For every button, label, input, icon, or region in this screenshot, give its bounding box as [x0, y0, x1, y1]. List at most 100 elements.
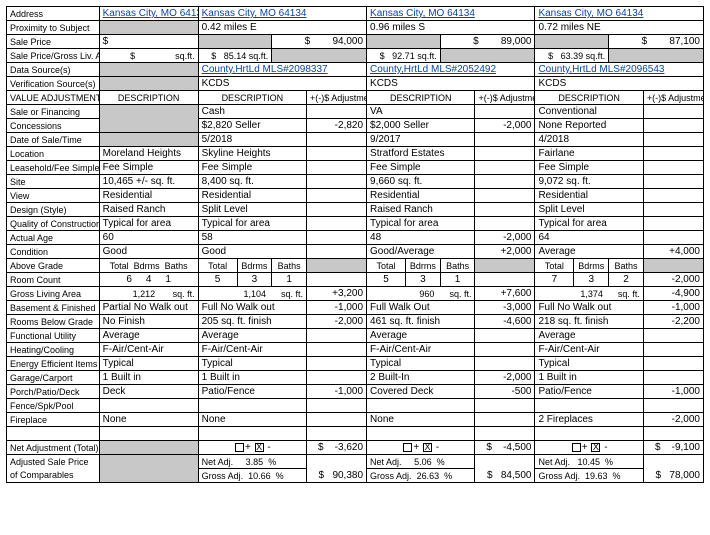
- s-energy: Typical: [99, 357, 198, 371]
- subject-saleprice: $: [99, 35, 198, 49]
- c3-quality: Typical for area: [535, 217, 643, 231]
- c3-porch-adj: -1,000: [643, 385, 703, 399]
- c2-t: Total: [367, 259, 406, 273]
- c2-loc: Stratford Estates: [367, 147, 475, 161]
- c1-func: Average: [198, 329, 306, 343]
- c3-garage: 1 Built in: [535, 371, 643, 385]
- c2-gla: 960 sq. ft.: [367, 287, 475, 301]
- c1-porch: Patio/Fence: [198, 385, 306, 399]
- c2-quality: Typical for area: [367, 217, 475, 231]
- c2-energy: Typical: [367, 357, 475, 371]
- label-conc: Concessions: [7, 119, 100, 133]
- c3-spgla-gray: [609, 49, 704, 63]
- s-tbh: Total Bdrms Baths: [99, 259, 198, 273]
- label-porch: Porch/Patio/Deck: [7, 385, 100, 399]
- c1-fin-adj: [307, 105, 367, 119]
- c1-site: 8,400 sq. ft.: [198, 175, 306, 189]
- c1-adjprice: $ 90,380: [307, 469, 367, 483]
- c2-age: 48: [367, 231, 475, 245]
- c1-view: Residential: [198, 189, 306, 203]
- c2-heat: F-Air/Cent-Air: [367, 343, 475, 357]
- c3-lh: Fee Simple: [535, 161, 643, 175]
- c3-ver: KCDS: [535, 77, 704, 91]
- c1-t: Total: [198, 259, 237, 273]
- c2-garage-adj: -2,000: [475, 371, 535, 385]
- c2-lh: Fee Simple: [367, 161, 475, 175]
- c1-rba: 1: [272, 273, 307, 287]
- c2-proximity: 0.96 miles S: [367, 21, 535, 35]
- c3-porch: Patio/Fence: [535, 385, 643, 399]
- c3-heat: F-Air/Cent-Air: [535, 343, 643, 357]
- label-room: Room Count: [7, 273, 100, 287]
- c3-cond-adj: +4,000: [643, 245, 703, 259]
- c2-porch-adj: -500: [475, 385, 535, 399]
- c2-net-total: $ -4,500: [475, 441, 535, 455]
- c3-gla-adj: -4,900: [643, 287, 703, 301]
- c2-rt: 5: [367, 273, 406, 287]
- c2-gla-adj: +7,600: [475, 287, 535, 301]
- c3-conc-adj: [643, 119, 703, 133]
- label-datasource: Data Source(s): [7, 63, 100, 77]
- c3-date-adj: [643, 133, 703, 147]
- c2-date: 9/2017: [367, 133, 475, 147]
- c2-date-adj: [475, 133, 535, 147]
- c2-address: Kansas City, MO 64134: [367, 7, 535, 21]
- label-quality: Quality of Construction: [7, 217, 100, 231]
- c3-fire: 2 Fireplaces: [535, 413, 643, 427]
- s-loc: Moreland Heights: [99, 147, 198, 161]
- c3-fin-adj: [643, 105, 703, 119]
- label-saleprice: Sale Price: [7, 35, 100, 49]
- c1-age: 58: [198, 231, 306, 245]
- subject-spgla: $ sq.ft.: [99, 49, 198, 63]
- c2-rb: 3: [405, 273, 440, 287]
- c3-loc: Fairlane: [535, 147, 643, 161]
- c1-conc: $2,820 Seller: [198, 119, 306, 133]
- label-age: Actual Age: [7, 231, 100, 245]
- c2-fire: None: [367, 413, 475, 427]
- label-heat: Heating/Cooling: [7, 343, 100, 357]
- c3-b: Bdrms: [574, 259, 609, 273]
- label-gla: Gross Living Area: [7, 287, 100, 301]
- c3-fence: [535, 399, 643, 413]
- c1-porch-adj: -1,000: [307, 385, 367, 399]
- c1-garage: 1 Built in: [198, 371, 306, 385]
- s-gla: 1,212 sq. ft.: [99, 287, 198, 301]
- label-above: Above Grade: [7, 259, 100, 273]
- label-spgla: Sale Price/Gross Liv. Area: [7, 49, 100, 63]
- c2-below: 461 sq. ft. finish: [367, 315, 475, 329]
- c1-sp-gray: [198, 35, 272, 49]
- c1-spgla: $ 85.14 sq.ft.: [198, 49, 272, 63]
- label-garage: Garage/Carport: [7, 371, 100, 385]
- subject-address: Kansas City, MO 64137: [99, 7, 198, 21]
- c2-ds: County,HrtLd MLS#2052492: [367, 63, 535, 77]
- label-below: Rooms Below Grade: [7, 315, 100, 329]
- c1-loc: Skyline Heights: [198, 147, 306, 161]
- c1-address: Kansas City, MO 64134: [198, 7, 366, 21]
- c3-gla: 1,374 sq. ft.: [535, 287, 643, 301]
- label-adjprice: Adjusted Sale Price: [7, 455, 100, 469]
- c2-ver: KCDS: [367, 77, 535, 91]
- c1-ver: KCDS: [198, 77, 366, 91]
- label-func: Functional Utility: [7, 329, 100, 343]
- c3-net-total: $ -9,100: [643, 441, 703, 455]
- c2-fin: VA: [367, 105, 475, 119]
- c2-conc-adj: -2,000: [475, 119, 535, 133]
- subject-proximity: [99, 21, 198, 35]
- c2-below-adj: -4,600: [475, 315, 535, 329]
- s-view: Residential: [99, 189, 198, 203]
- c3-bsmt: Full No Walk out: [535, 301, 643, 315]
- c1-conc-adj: -2,820: [307, 119, 367, 133]
- c3-adj-hdr: +(-)$ Adjustment: [643, 91, 703, 105]
- c1-spgla-gray: [272, 49, 367, 63]
- c3-adjprice: $ 78,000: [643, 469, 703, 483]
- c1-rb: 3: [237, 273, 272, 287]
- label-site: Site: [7, 175, 100, 189]
- s-bsmt: Partial No Walk out: [99, 301, 198, 315]
- label-cond: Condition: [7, 245, 100, 259]
- label-location: Location: [7, 147, 100, 161]
- c1-bsmt: Full No Walk out: [198, 301, 306, 315]
- c1-adj-hdr: +(-)$ Adjustment: [307, 91, 367, 105]
- c1-ba: Baths: [272, 259, 307, 273]
- c2-netpct: Net Adj. 5.06 %: [367, 455, 475, 469]
- c2-conc: $2,000 Seller: [367, 119, 475, 133]
